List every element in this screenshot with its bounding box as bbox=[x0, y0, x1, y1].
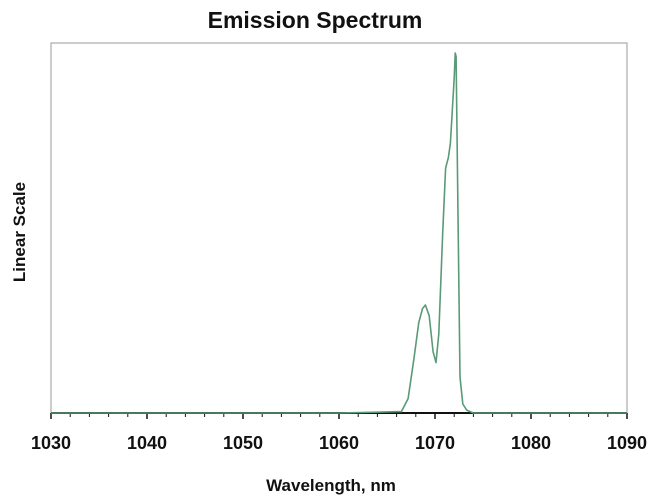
x-tick-label: 1090 bbox=[607, 433, 647, 453]
x-tick-labels: 1030 1040 1050 1060 1070 1080 1090 bbox=[31, 433, 647, 453]
x-tick-label: 1040 bbox=[127, 433, 167, 453]
x-tick-label: 1030 bbox=[31, 433, 71, 453]
x-tick-label: 1050 bbox=[223, 433, 263, 453]
y-axis-label: Linear Scale bbox=[10, 182, 29, 282]
chart-title: Emission Spectrum bbox=[208, 7, 423, 33]
x-tick-label: 1080 bbox=[511, 433, 551, 453]
x-tick-label: 1070 bbox=[415, 433, 455, 453]
series-line bbox=[51, 52, 627, 414]
x-axis-label: Wavelength, nm bbox=[266, 476, 396, 495]
plot-area bbox=[50, 42, 628, 414]
x-tick-label: 1060 bbox=[319, 433, 359, 453]
x-axis bbox=[50, 412, 628, 419]
